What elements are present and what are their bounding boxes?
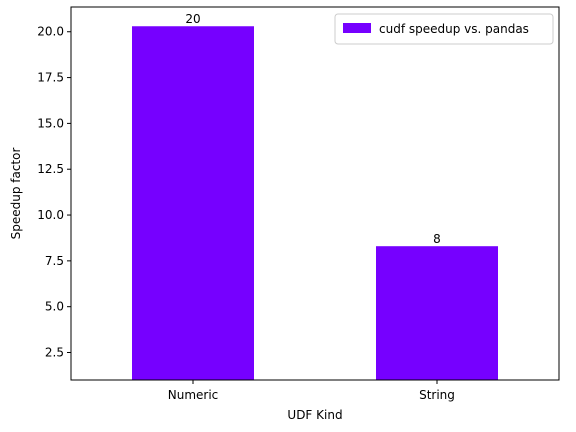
bar-series	[132, 26, 498, 381]
y-tick-label: 2.5	[45, 346, 64, 360]
bar-data-label: 8	[433, 232, 441, 246]
legend-box	[334, 13, 554, 45]
y-tick-label: 17.5	[37, 71, 64, 85]
y-tick-label: 15.0	[37, 116, 64, 130]
y-axis-label: Speedup factor	[9, 148, 23, 240]
x-tick-label: Numeric	[168, 388, 219, 402]
data-labels: 20 8	[185, 12, 440, 246]
y-axis: 2.5 5.0 7.5 10.0 12.5 15.0 17.5 20.0	[37, 25, 71, 360]
x-axis-label: UDF Kind	[287, 408, 342, 422]
x-tick-label: String	[419, 388, 455, 402]
legend-entry: cudf speedup vs. pandas	[379, 22, 529, 36]
bar-string	[376, 246, 498, 380]
y-tick-label: 7.5	[45, 254, 64, 268]
plot-frame	[70, 6, 560, 381]
bar-data-label: 20	[185, 12, 200, 26]
legend: cudf speedup vs. pandas	[334, 13, 554, 45]
y-tick-label: 10.0	[37, 208, 64, 222]
y-tick-label: 5.0	[45, 300, 64, 314]
legend-swatch	[343, 23, 371, 33]
y-tick-label: 12.5	[37, 162, 64, 176]
x-axis: Numeric String	[168, 380, 455, 402]
bar-numeric	[132, 26, 254, 381]
y-tick-label: 20.0	[37, 25, 64, 39]
